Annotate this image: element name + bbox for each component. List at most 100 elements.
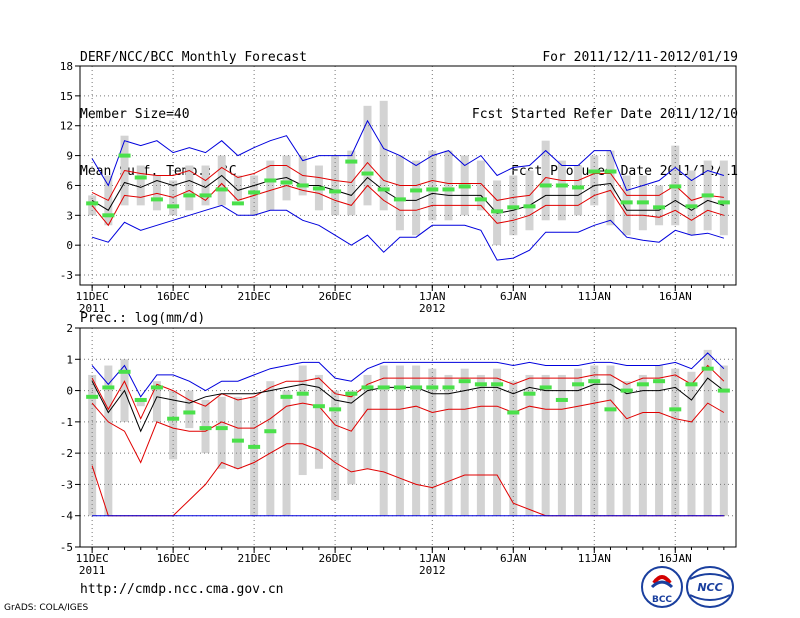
spread-box	[703, 349, 712, 516]
spread-box	[719, 160, 728, 236]
x-tick-label: 6JAN	[500, 290, 527, 303]
series-line-p90	[91, 364, 725, 420]
series-line-p10	[91, 399, 725, 464]
spread-box	[476, 374, 485, 516]
median-marker	[134, 175, 147, 180]
spread-box	[136, 399, 145, 407]
panel-title: Prec.: log(mm/d)	[80, 311, 205, 326]
y-tick-label: -2	[60, 447, 73, 460]
spread-box	[363, 105, 372, 206]
spread-box	[412, 365, 421, 516]
series-line-mean	[91, 377, 725, 433]
x-tick-label: 16JAN	[659, 290, 692, 303]
x-tick-year: 2011	[79, 302, 106, 315]
y-tick-label: -3	[60, 269, 73, 282]
x-tick-label: 21DEC	[238, 290, 271, 303]
median-marker	[134, 397, 147, 402]
median-marker	[231, 201, 244, 206]
grads-credit: GrADS: COLA/IGES	[4, 603, 89, 613]
median-marker	[296, 391, 309, 396]
x-tick-label: 21DEC	[238, 552, 271, 565]
spread-box	[541, 140, 550, 221]
median-marker	[345, 159, 358, 164]
series-line-min	[91, 204, 725, 261]
median-marker	[345, 391, 358, 396]
median-marker	[588, 169, 601, 174]
x-tick-label: 6JAN	[500, 552, 527, 565]
median-marker	[312, 404, 325, 409]
median-marker	[426, 187, 439, 192]
series-line-max	[91, 352, 725, 398]
spread-box	[233, 396, 242, 469]
median-marker	[491, 209, 504, 214]
median-marker	[264, 429, 277, 434]
plot-frame	[79, 65, 737, 286]
header-title: DERF/NCC/BCC Monthly Forecast	[80, 50, 307, 65]
median-marker	[264, 178, 277, 183]
spread-box	[314, 374, 323, 469]
x-tick-label: 11JAN	[578, 290, 611, 303]
median-marker	[150, 197, 163, 202]
spread-box	[687, 371, 696, 516]
spread-box	[655, 365, 664, 516]
median-marker	[361, 171, 374, 176]
median-marker	[199, 426, 212, 431]
median-marker	[507, 410, 520, 415]
plot-frame	[79, 327, 737, 548]
median-marker	[86, 394, 99, 399]
source-url[interactable]: http://cmdp.ncc.cma.gov.cn	[80, 582, 284, 597]
x-tick-year: 2012	[419, 302, 446, 315]
median-marker	[215, 426, 228, 431]
x-tick-label: 16JAN	[659, 552, 692, 565]
median-marker	[426, 385, 439, 390]
median-marker	[717, 388, 730, 393]
median-marker	[507, 205, 520, 210]
spread-box	[460, 368, 469, 516]
x-tick-label: 26DEC	[319, 552, 352, 565]
median-marker	[329, 407, 342, 412]
spread-box	[379, 100, 388, 211]
median-marker	[86, 201, 99, 206]
median-marker	[555, 397, 568, 402]
spread-box	[687, 170, 696, 236]
y-tick-label: 18	[60, 60, 73, 73]
median-marker	[474, 197, 487, 202]
median-marker	[458, 184, 471, 189]
median-marker	[636, 382, 649, 387]
spread-box	[719, 365, 728, 516]
median-marker	[474, 382, 487, 387]
spread-box	[363, 374, 372, 469]
spread-box	[444, 374, 453, 516]
median-marker	[280, 394, 293, 399]
y-tick-label: -3	[60, 478, 73, 491]
median-marker	[555, 183, 568, 188]
spread-box	[185, 390, 194, 429]
spread-box	[622, 175, 631, 236]
median-marker	[442, 187, 455, 192]
spread-box	[395, 365, 404, 516]
median-marker	[102, 213, 115, 218]
median-marker	[280, 180, 293, 185]
spread-box	[185, 165, 194, 211]
median-marker	[377, 187, 390, 192]
median-marker	[167, 416, 180, 421]
y-tick-label: 3	[66, 209, 73, 222]
median-marker	[361, 385, 374, 390]
ncc-logo-text: NCC	[697, 581, 722, 594]
median-marker	[183, 410, 196, 415]
spread-box	[266, 381, 275, 516]
spread-box	[525, 170, 534, 231]
spread-box	[622, 381, 631, 516]
y-tick-label: 0	[66, 239, 73, 252]
median-marker	[296, 183, 309, 188]
median-marker	[410, 385, 423, 390]
median-marker	[620, 200, 633, 205]
spread-box	[574, 165, 583, 216]
median-marker	[669, 407, 682, 412]
median-marker	[620, 388, 633, 393]
spread-box	[557, 160, 566, 221]
median-marker	[539, 183, 552, 188]
median-marker	[167, 204, 180, 209]
median-marker	[377, 385, 390, 390]
